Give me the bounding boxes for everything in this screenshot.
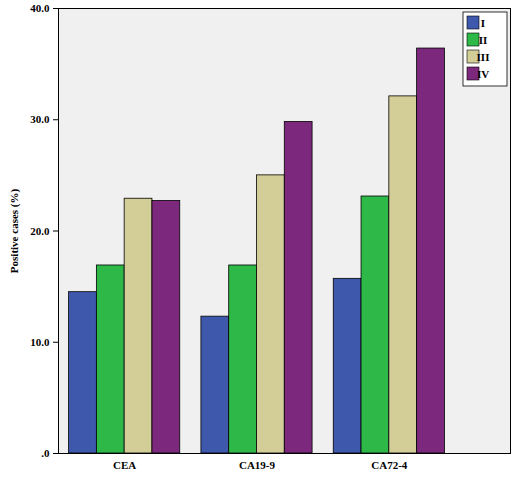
svg-text:IV: IV bbox=[477, 68, 489, 80]
svg-text:10.0: 10.0 bbox=[30, 336, 50, 348]
svg-text:CA19-9: CA19-9 bbox=[239, 459, 276, 471]
svg-text:I: I bbox=[481, 17, 485, 29]
svg-text:II: II bbox=[479, 34, 488, 46]
svg-text:CA72-4: CA72-4 bbox=[371, 459, 408, 471]
svg-text:.0: .0 bbox=[41, 447, 50, 459]
svg-text:III: III bbox=[477, 51, 490, 63]
svg-text:20.0: 20.0 bbox=[30, 225, 50, 237]
svg-text:40.0: 40.0 bbox=[30, 2, 50, 14]
svg-text:CEA: CEA bbox=[113, 459, 136, 471]
svg-text:30.0: 30.0 bbox=[30, 113, 50, 125]
svg-text:Positive cases (%): Positive cases (%) bbox=[8, 189, 21, 274]
